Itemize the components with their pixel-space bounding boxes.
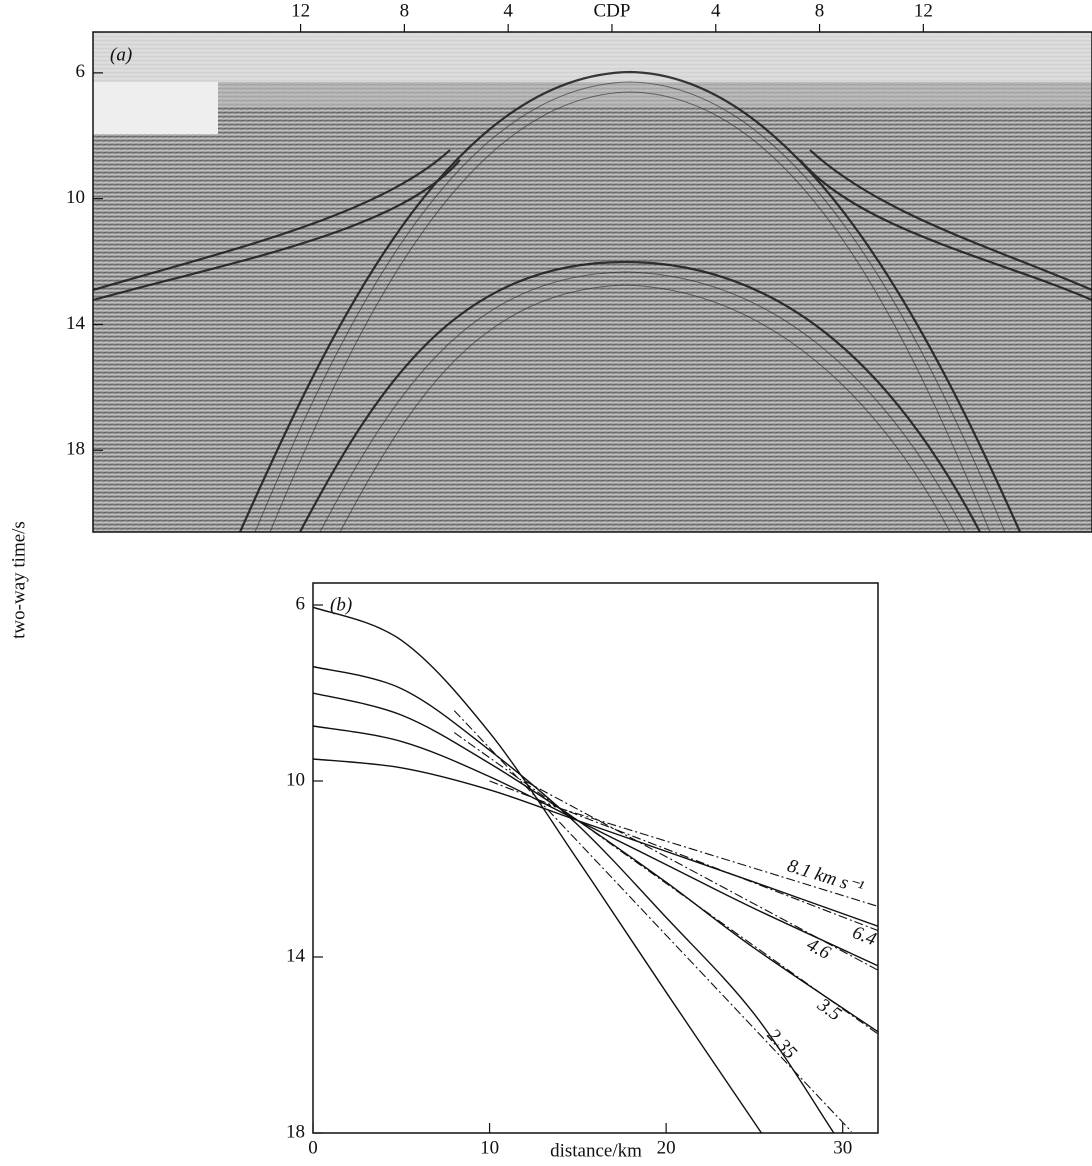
x-tick-label: 12 bbox=[291, 0, 310, 21]
panel-label: (a) bbox=[110, 44, 132, 65]
x-tick-label: 20 bbox=[657, 1137, 676, 1158]
plot-area bbox=[313, 606, 878, 1133]
y-tick-label: 10 bbox=[66, 187, 85, 208]
series-line bbox=[313, 758, 878, 927]
series-line bbox=[313, 725, 878, 967]
seismic-image bbox=[93, 32, 1092, 532]
x-tick-label: 8 bbox=[400, 0, 410, 21]
x-tick-label: 10 bbox=[480, 1137, 499, 1158]
series-label: 4.6 bbox=[803, 934, 834, 964]
series-line bbox=[313, 665, 835, 1133]
x-tick-label: 8 bbox=[815, 0, 825, 21]
series-label: 6.4 bbox=[849, 922, 879, 950]
series-line bbox=[313, 606, 763, 1133]
frame-b bbox=[312, 582, 879, 1134]
series-line bbox=[489, 780, 878, 932]
frame-a bbox=[92, 31, 1092, 533]
series-line bbox=[524, 780, 878, 971]
y-tick-label: 18 bbox=[286, 1121, 305, 1142]
series-label: 8.1 km s⁻¹ bbox=[785, 855, 867, 898]
x-tick-label: 30 bbox=[833, 1137, 852, 1158]
x-tick-label: 12 bbox=[914, 0, 933, 21]
series-line bbox=[453, 710, 852, 1133]
y-tick-label: 10 bbox=[286, 769, 305, 790]
y-axis-label: two-way time/s bbox=[8, 521, 29, 639]
series-label: 2.35 bbox=[763, 1025, 801, 1064]
series-label: 3.5 bbox=[813, 994, 845, 1025]
series-line bbox=[453, 732, 878, 1035]
x-tick-label: 4 bbox=[711, 0, 721, 21]
x-tick-label: 0 bbox=[308, 1137, 318, 1158]
x-tick-label: CDP bbox=[593, 0, 630, 21]
x-tick-label: 4 bbox=[503, 0, 513, 21]
x-axis-label: distance/km bbox=[550, 1140, 642, 1161]
y-tick-label: 14 bbox=[286, 945, 306, 966]
panel-label: (b) bbox=[330, 594, 352, 615]
y-tick-label: 14 bbox=[66, 313, 86, 334]
y-tick-label: 6 bbox=[76, 61, 86, 82]
y-tick-label: 18 bbox=[66, 439, 85, 460]
series-line bbox=[542, 802, 878, 907]
y-tick-label: 6 bbox=[296, 593, 306, 614]
